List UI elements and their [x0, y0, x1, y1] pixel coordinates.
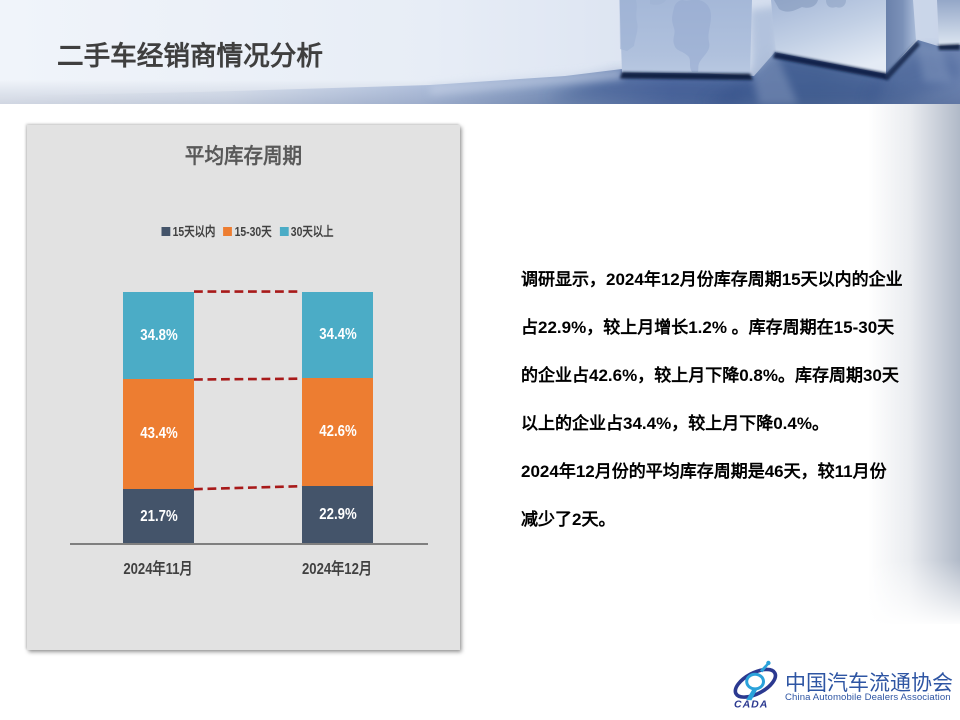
svg-text:CADA: CADA — [734, 699, 768, 711]
